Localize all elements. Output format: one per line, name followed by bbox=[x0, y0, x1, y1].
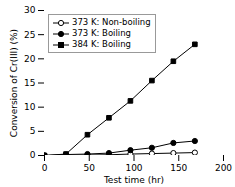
svg-text:10: 10 bbox=[24, 102, 36, 112]
html-text:384 K: Boiling: 384 K: Boiling bbox=[72, 39, 131, 49]
svg-text:Conversion of Cr(III) (%): Conversion of Cr(III) (%) bbox=[9, 29, 19, 137]
svg-text:30: 30 bbox=[24, 5, 36, 15]
svg-text:50: 50 bbox=[84, 163, 96, 173]
svg-text:200: 200 bbox=[215, 163, 232, 173]
html-text:373 K: Boiling: 373 K: Boiling bbox=[72, 28, 131, 38]
svg-text:0: 0 bbox=[30, 150, 36, 160]
svg-text:100: 100 bbox=[125, 163, 142, 173]
svg-text:150: 150 bbox=[170, 163, 187, 173]
svg-text:15: 15 bbox=[24, 78, 35, 88]
svg-text:25: 25 bbox=[24, 30, 35, 40]
svg-text:20: 20 bbox=[24, 54, 36, 64]
html-text:373 K: Non-boiling: 373 K: Non-boiling bbox=[72, 17, 151, 27]
svg-text:0: 0 bbox=[42, 163, 48, 173]
svg-text:Test time (hr): Test time (hr) bbox=[103, 175, 164, 185]
svg-text:5: 5 bbox=[30, 126, 36, 136]
